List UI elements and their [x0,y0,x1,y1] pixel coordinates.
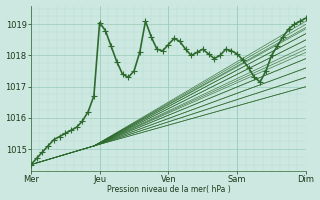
X-axis label: Pression niveau de la mer( hPa ): Pression niveau de la mer( hPa ) [107,185,230,194]
